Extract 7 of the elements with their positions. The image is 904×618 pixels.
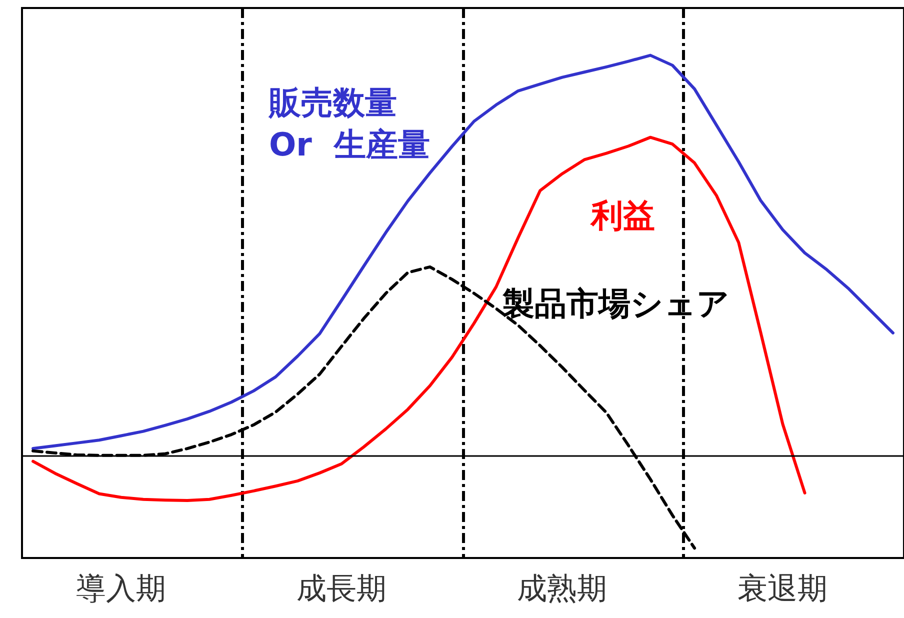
x-tick-label: 導入期 [76,572,166,606]
series-label: 製品市場シェア [502,284,730,322]
series-label: 販売数量 Or 生産量 [268,83,430,164]
x-tick-label: 成熟期 [517,572,608,606]
x-tick-label: 衰退期 [738,572,828,606]
x-tick-label: 成長期 [296,572,387,606]
series-label: 利益 [588,196,655,234]
